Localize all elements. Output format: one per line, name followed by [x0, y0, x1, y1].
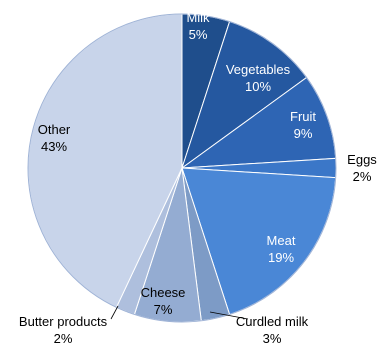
- slice-value-cheese: 7%: [154, 302, 173, 317]
- slice-value-milk: 5%: [189, 27, 208, 42]
- slice-label-vegetables: Vegetables: [226, 62, 291, 77]
- slice-label-curdled-milk: Curdled milk: [236, 314, 309, 329]
- slice-value-vegetables: 10%: [245, 79, 271, 94]
- slice-value-curdled-milk: 3%: [263, 331, 282, 346]
- slice-label-eggs: Eggs: [347, 152, 377, 167]
- slice-value-eggs: 2%: [353, 169, 372, 184]
- slice-value-fruit: 9%: [294, 126, 313, 141]
- pie-outline: [27, 13, 337, 323]
- slice-label-meat: Meat: [267, 233, 296, 248]
- leader-line-butter-products: [110, 305, 119, 320]
- slice-label-milk: Milk: [186, 10, 210, 25]
- slice-label-cheese: Cheese: [141, 285, 186, 300]
- leader-line-curdled-milk: [209, 311, 249, 320]
- slice-label-other: Other: [38, 122, 71, 137]
- slice-value-meat: 19%: [268, 250, 294, 265]
- slice-value-butter-products: 2%: [54, 331, 73, 346]
- slice-label-butter-products: Butter products: [19, 314, 108, 329]
- slice-value-other: 43%: [41, 139, 67, 154]
- slice-label-fruit: Fruit: [290, 109, 316, 124]
